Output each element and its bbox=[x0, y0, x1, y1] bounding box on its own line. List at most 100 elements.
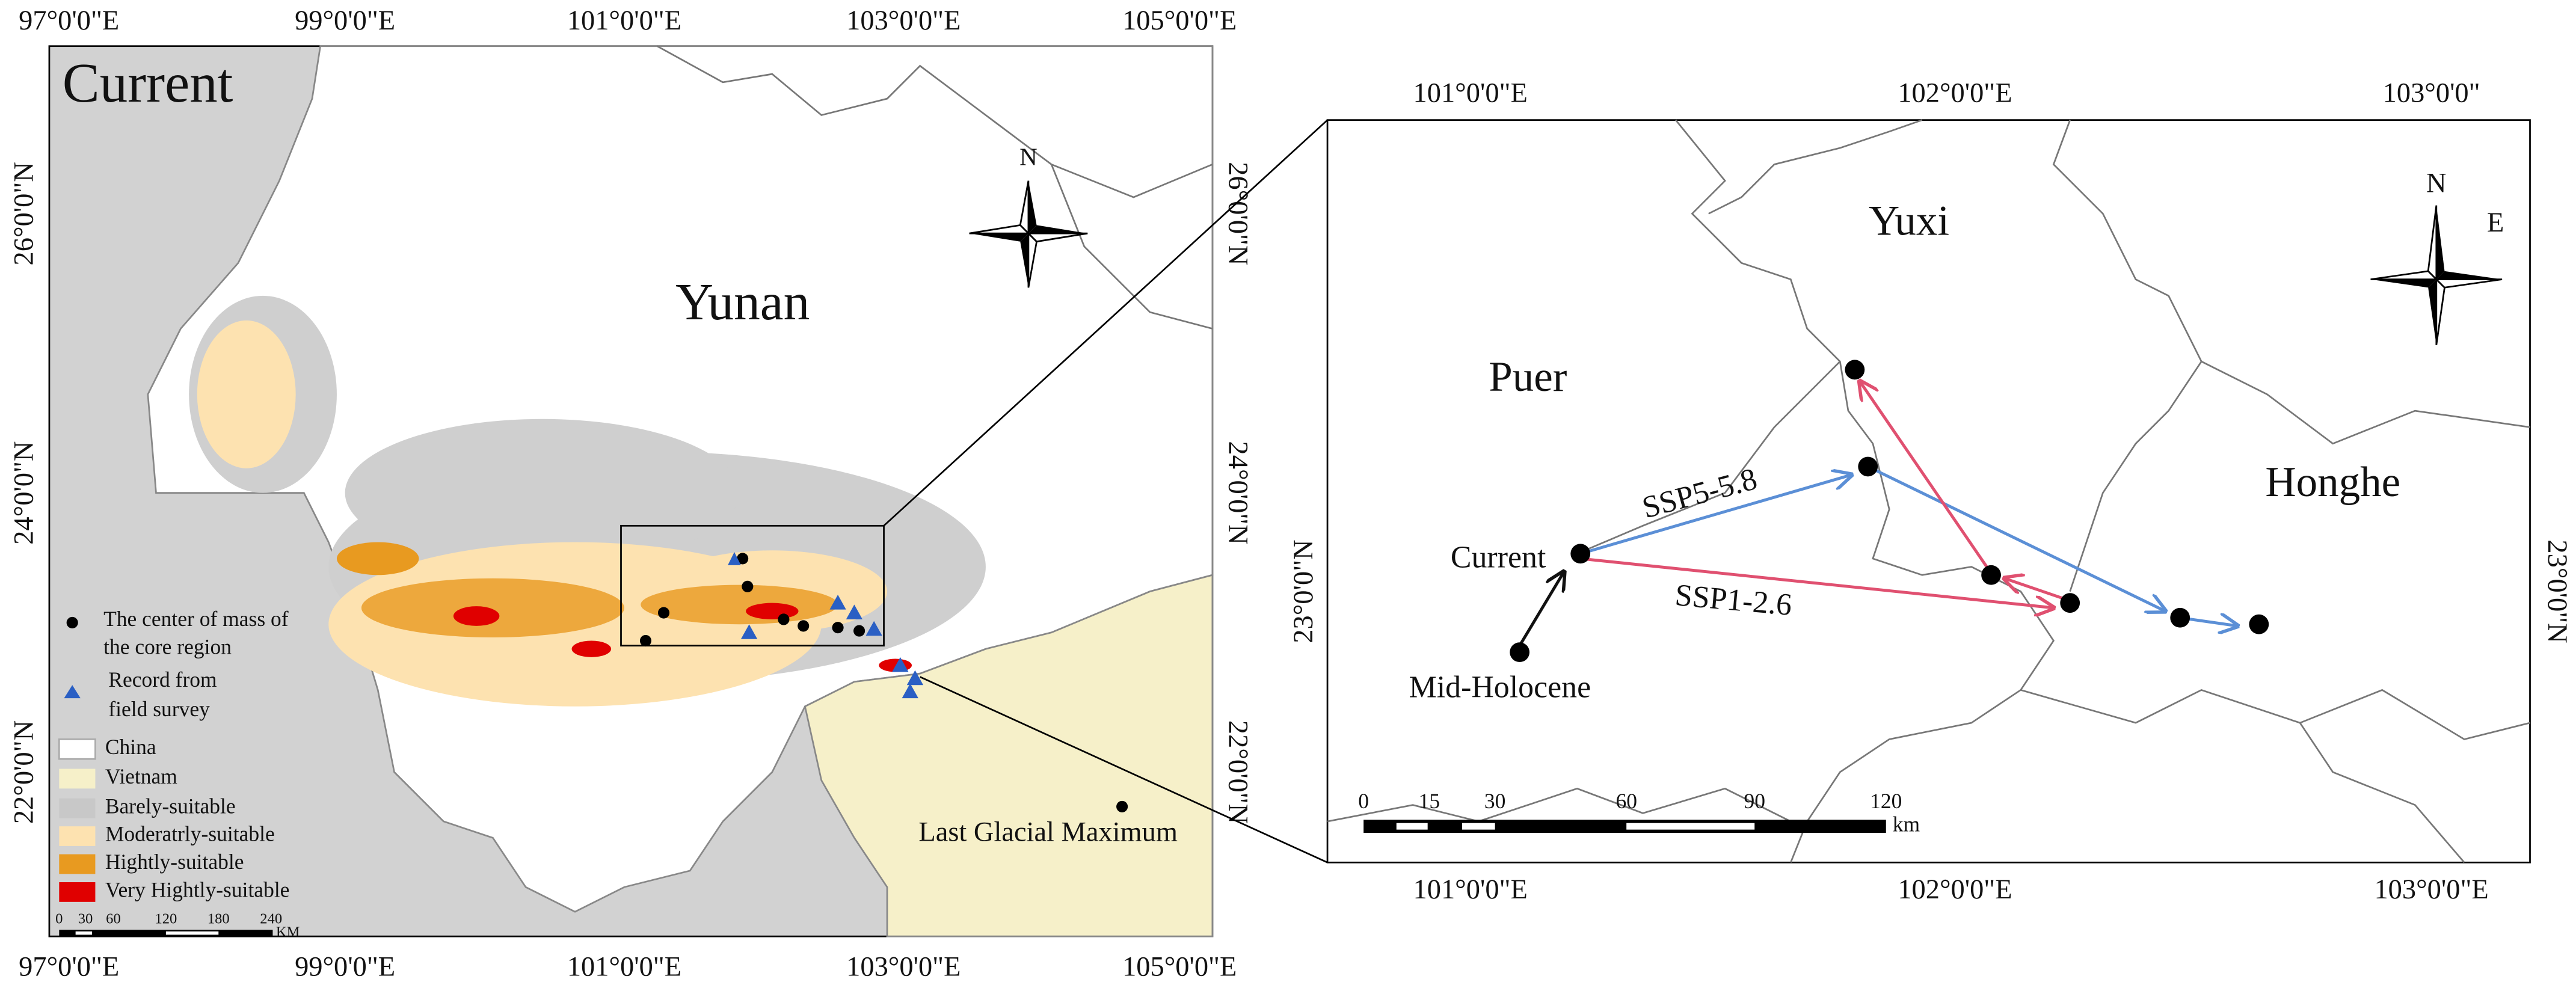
x-label: 103°0'0"E bbox=[846, 5, 961, 36]
zoom-line bbox=[883, 119, 1328, 527]
x-label: 102°0'0"E bbox=[1898, 874, 2012, 905]
map-shape bbox=[75, 931, 92, 935]
map-shape bbox=[737, 553, 749, 565]
region-label: Yunan bbox=[675, 272, 810, 331]
border bbox=[2020, 689, 2530, 740]
border bbox=[1050, 164, 1213, 330]
map-shape bbox=[892, 657, 909, 672]
map-shape bbox=[832, 622, 844, 634]
map-shape bbox=[361, 578, 624, 638]
legend-symbol bbox=[66, 616, 78, 629]
scale-unit: km bbox=[1893, 812, 1920, 836]
legend-label: Vietnam bbox=[105, 764, 177, 788]
north-label: N bbox=[1019, 143, 1037, 171]
map-shape bbox=[829, 595, 846, 610]
x-label: 103°0'0"E bbox=[846, 951, 961, 982]
map-shape bbox=[906, 670, 924, 686]
zoom-box bbox=[620, 524, 885, 647]
x-label: 103°0'0"E bbox=[2374, 874, 2488, 905]
legend-label: The center of mass of bbox=[103, 607, 289, 631]
y-label: 23°0'0"N bbox=[2542, 539, 2572, 643]
map-shape bbox=[1462, 823, 1495, 830]
map-shape bbox=[2170, 607, 2190, 628]
map-shape bbox=[798, 620, 810, 632]
map-shape bbox=[902, 683, 918, 699]
legend-swatch bbox=[59, 854, 96, 874]
scale-label: 60 bbox=[1615, 789, 1637, 813]
map-shape bbox=[1116, 800, 1128, 812]
map-shape bbox=[865, 621, 882, 636]
scale-label: 15 bbox=[1419, 789, 1440, 813]
map-shape bbox=[657, 607, 670, 619]
period-label: Current bbox=[1451, 541, 1546, 575]
x-label: 101°0'0"E bbox=[1413, 78, 1528, 108]
legend-symbol bbox=[64, 685, 81, 699]
map-shape bbox=[1626, 823, 1755, 830]
map-shape bbox=[345, 419, 740, 567]
map-shape bbox=[453, 606, 500, 626]
left-axis-labels: 97°0'0"E 99°0'0"E 101°0'0"E 103°0'0"E 10… bbox=[8, 5, 1253, 982]
border bbox=[1675, 119, 2055, 863]
scale-label: 90 bbox=[1744, 789, 1765, 813]
x-label: 101°0'0"E bbox=[567, 5, 681, 36]
x-label: 101°0'0"E bbox=[567, 951, 681, 982]
legend-swatch bbox=[59, 769, 96, 789]
scale-bar: 0 15 30 60 90 120 km bbox=[1358, 789, 1920, 836]
scale-bar: 0 30 60 120 180 240 KM bbox=[55, 911, 300, 940]
map-shape bbox=[1867, 465, 2165, 611]
scale-label: 180 bbox=[207, 911, 230, 927]
place-label: Puer bbox=[1489, 354, 1567, 400]
x-label: 101°0'0"E bbox=[1413, 874, 1528, 905]
scale-label: 120 bbox=[155, 911, 177, 927]
map-shape bbox=[969, 233, 1028, 242]
place-label: Yuxi bbox=[1869, 198, 1949, 245]
border bbox=[1327, 787, 1791, 823]
field-records bbox=[728, 552, 924, 699]
scale-label: 120 bbox=[1870, 789, 1902, 813]
map-shape bbox=[746, 603, 799, 619]
scale-label: 30 bbox=[1484, 789, 1506, 813]
map-shape bbox=[2060, 593, 2080, 613]
legend-swatch bbox=[59, 826, 96, 846]
map-shape bbox=[639, 634, 652, 647]
map-shape bbox=[1510, 642, 1530, 663]
map-title: Current bbox=[63, 52, 233, 114]
legend-label: the core region bbox=[103, 634, 232, 658]
map-shape bbox=[1858, 456, 1878, 477]
border bbox=[2201, 360, 2530, 445]
right-axis-labels: 101°0'0"E 102°0'0"E 103°0'0" 101°0'0"E 1… bbox=[1288, 78, 2572, 905]
legend: The center of mass of the core region Re… bbox=[58, 607, 289, 902]
x-label: 97°0'0"E bbox=[19, 5, 119, 36]
legend-label: Hightly-suitable bbox=[105, 850, 244, 874]
map-shape bbox=[1020, 233, 1028, 288]
centers bbox=[1510, 360, 2269, 663]
x-label: 99°0'0"E bbox=[295, 5, 395, 36]
east-label: E bbox=[2487, 207, 2504, 238]
compass: N E bbox=[2370, 168, 2504, 346]
map-shape bbox=[728, 552, 741, 565]
y-label: 24°0'0"N bbox=[8, 441, 39, 545]
map-shape bbox=[853, 625, 865, 637]
x-label: 105°0'0"E bbox=[1122, 5, 1237, 36]
scale-label: 30 bbox=[78, 911, 93, 927]
x-label: 97°0'0"E bbox=[19, 951, 119, 982]
map-shape bbox=[2436, 205, 2445, 280]
legend-swatch bbox=[59, 798, 96, 818]
legend-label: China bbox=[105, 735, 156, 759]
period-label: Mid-Holocene bbox=[1409, 670, 1591, 704]
y-label: 22°0'0"N bbox=[1222, 720, 1253, 824]
place-label: Honghe bbox=[2265, 459, 2400, 506]
map-shape bbox=[2249, 614, 2269, 634]
map-shape bbox=[1570, 544, 1591, 564]
map-shape bbox=[778, 613, 790, 625]
left-map: Current Yunan Last Glacial Maximum N The… bbox=[8, 5, 1253, 982]
map-shape bbox=[846, 604, 863, 619]
x-label: 99°0'0"E bbox=[295, 951, 395, 982]
map-shape bbox=[1860, 381, 1990, 569]
border bbox=[656, 45, 1213, 198]
centers bbox=[639, 553, 1128, 812]
map-shape bbox=[1396, 823, 1428, 830]
y-label: 26°0'0"N bbox=[8, 162, 39, 265]
